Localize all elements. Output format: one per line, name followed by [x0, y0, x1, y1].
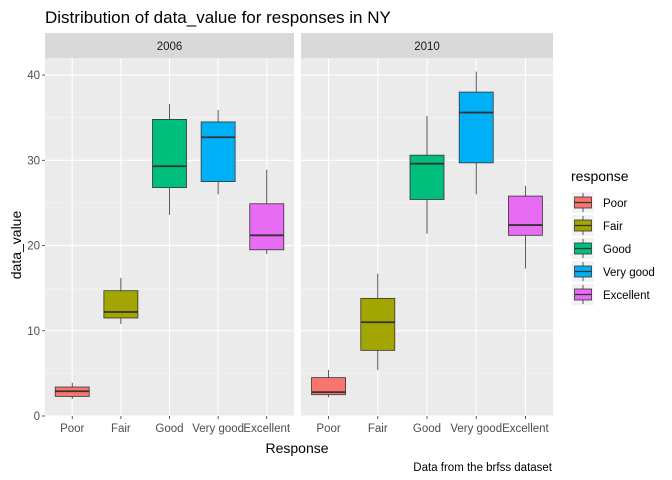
x-tick-label: Very good — [450, 423, 502, 435]
y-tick-label: 20 — [27, 241, 40, 253]
box-iqr — [311, 377, 346, 396]
x-axis-title: Response — [265, 440, 328, 456]
y-tick-label: 30 — [27, 155, 40, 167]
y-axis-title: data_value — [8, 211, 24, 280]
x-tick-label: Fair — [111, 423, 131, 435]
panel-2006: 2006 Poor Fair Good Very good Excellent — [45, 33, 294, 435]
x-tick-label: Poor — [316, 423, 340, 435]
box-iqr — [152, 118, 187, 188]
box-2006-fair — [103, 277, 139, 324]
facet-strip — [45, 33, 294, 58]
box-iqr — [103, 290, 139, 319]
x-tick-label: Very good — [192, 423, 244, 435]
box-2006-poor — [54, 382, 90, 399]
facet-strip-label: 2006 — [157, 41, 183, 53]
box-2010-excellent — [508, 185, 543, 269]
y-tick-label: 0 — [34, 411, 40, 423]
legend-item-very-good: Very good — [572, 261, 655, 282]
x-tick-label: Poor — [60, 423, 84, 435]
y-tick-label: 10 — [27, 326, 40, 338]
legend-label: Very good — [603, 267, 655, 279]
box-iqr — [508, 195, 543, 236]
x-tick-label: Good — [413, 423, 441, 435]
box-2010-very-good — [458, 71, 494, 195]
x-tick-label: Excellent — [243, 423, 290, 435]
chart-caption: Data from the brfss dataset — [413, 462, 553, 474]
legend-label: Good — [603, 244, 631, 256]
box-2006-excellent — [249, 169, 285, 255]
legend-title: response — [571, 168, 629, 184]
box-iqr — [409, 154, 445, 200]
box-iqr — [360, 297, 396, 351]
legend-item-excellent: Excellent — [572, 284, 650, 305]
legend-label: Fair — [603, 221, 623, 233]
box-2006-very-good — [200, 109, 236, 195]
legend: response Poor Fair Good Very good Excellent — [571, 168, 655, 305]
box-iqr — [249, 203, 285, 251]
chart-title: Distribution of data_value for responses… — [45, 8, 391, 27]
box-2010-good — [409, 115, 445, 234]
legend-label: Excellent — [603, 290, 650, 302]
legend-label: Poor — [603, 198, 627, 210]
x-tick-label: Fair — [368, 423, 388, 435]
box-2010-poor — [311, 369, 346, 398]
legend-item-good: Good — [572, 238, 631, 259]
box-iqr — [458, 91, 494, 164]
x-tick-label: Excellent — [502, 423, 549, 435]
legend-item-poor: Poor — [572, 192, 627, 213]
legend-item-fair: Fair — [572, 215, 623, 236]
panel-2010: 2010 Poor Fair Good Very good Excellent — [301, 33, 553, 435]
box-2010-fair — [360, 273, 396, 370]
x-tick-label: Good — [155, 423, 183, 435]
y-axis: 0 10 20 30 40 — [27, 70, 45, 423]
box-iqr — [200, 121, 236, 182]
y-tick-label: 40 — [27, 70, 40, 82]
facet-strip-label: 2010 — [414, 41, 440, 53]
facet-strip — [301, 33, 553, 58]
box-2006-good — [152, 104, 187, 215]
